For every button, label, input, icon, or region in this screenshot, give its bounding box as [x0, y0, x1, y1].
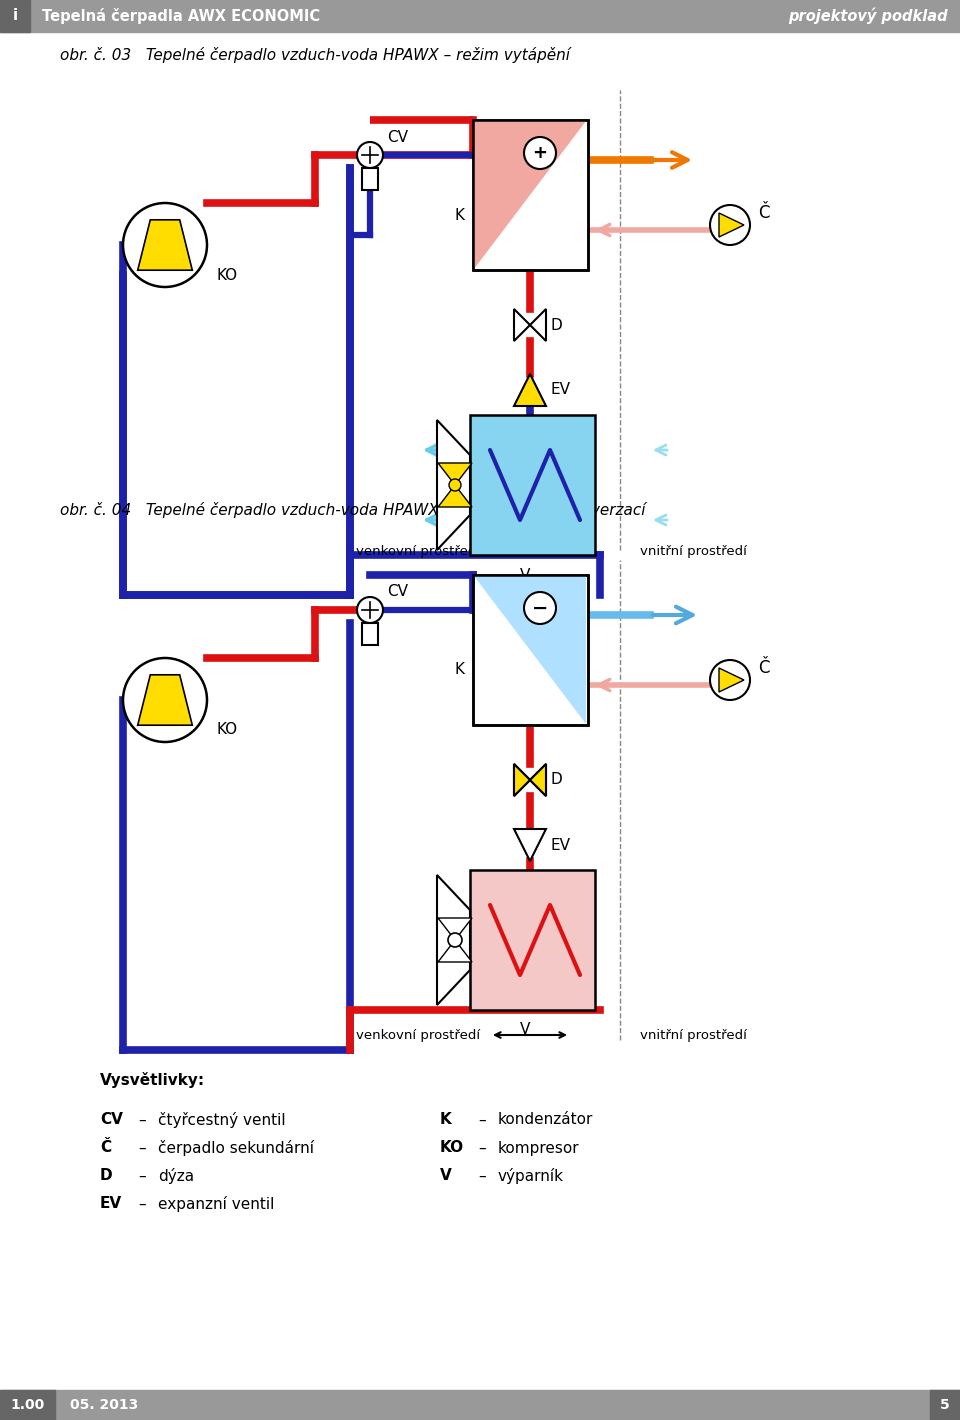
- Circle shape: [449, 479, 461, 491]
- Polygon shape: [474, 577, 586, 724]
- Text: CV: CV: [100, 1112, 123, 1127]
- Polygon shape: [530, 310, 546, 341]
- Bar: [0, 1390, 55, 1420]
- Text: –: –: [138, 1140, 146, 1156]
- Circle shape: [123, 203, 207, 287]
- Text: Vysvětlivky:: Vysvětlivky:: [100, 1072, 205, 1088]
- Bar: [362, 168, 378, 190]
- Text: venkovní prostředí: venkovní prostředí: [356, 1028, 480, 1041]
- Circle shape: [448, 933, 462, 947]
- Text: –: –: [478, 1169, 486, 1183]
- Text: KO: KO: [217, 723, 238, 737]
- Text: výparník: výparník: [498, 1169, 564, 1184]
- Text: CV: CV: [387, 585, 408, 599]
- Text: V: V: [440, 1169, 452, 1183]
- Text: 5: 5: [940, 1399, 949, 1411]
- Text: –: –: [478, 1112, 486, 1127]
- Bar: [930, 1390, 960, 1420]
- Text: i: i: [12, 9, 17, 24]
- Text: Č: Č: [758, 204, 770, 222]
- Text: kompresor: kompresor: [498, 1140, 580, 1156]
- Text: Č: Č: [758, 659, 770, 677]
- Bar: [473, 575, 588, 726]
- Circle shape: [524, 592, 556, 623]
- Text: +: +: [533, 143, 547, 162]
- Circle shape: [710, 204, 750, 246]
- Bar: [470, 415, 595, 555]
- Text: −: −: [532, 598, 548, 618]
- Polygon shape: [514, 310, 530, 341]
- Polygon shape: [137, 674, 192, 726]
- Text: obr. č. 04   Tepelné čerpadlo vzduch-voda HPAWX – režim odtávání reverzací: obr. č. 04 Tepelné čerpadlo vzduch-voda …: [60, 503, 645, 518]
- Text: K: K: [455, 207, 465, 223]
- Text: Tepelná čerpadla AWX ECONOMIC: Tepelná čerpadla AWX ECONOMIC: [42, 9, 320, 24]
- Text: expanzní ventil: expanzní ventil: [158, 1196, 275, 1213]
- Polygon shape: [514, 764, 530, 797]
- Polygon shape: [437, 420, 470, 550]
- Text: EV: EV: [100, 1197, 122, 1211]
- Text: vnitřní prostředí: vnitřní prostředí: [640, 1028, 747, 1041]
- Text: D: D: [550, 772, 562, 788]
- Text: čtyřcestný ventil: čtyřcestný ventil: [158, 1112, 286, 1127]
- Text: V: V: [519, 568, 530, 582]
- Text: 05. 2013: 05. 2013: [70, 1399, 138, 1411]
- Bar: [473, 121, 588, 270]
- Text: CV: CV: [387, 129, 408, 145]
- Circle shape: [524, 136, 556, 169]
- Text: vnitřní prostředí: vnitřní prostředí: [640, 545, 747, 558]
- Polygon shape: [514, 829, 546, 861]
- Text: kondenzátor: kondenzátor: [498, 1112, 593, 1127]
- Text: Č: Č: [100, 1140, 111, 1156]
- Bar: [0, 1390, 960, 1420]
- Text: EV: EV: [550, 382, 570, 398]
- Circle shape: [710, 660, 750, 700]
- Bar: [473, 575, 588, 726]
- Text: –: –: [138, 1112, 146, 1127]
- Polygon shape: [530, 764, 546, 797]
- Circle shape: [357, 596, 383, 623]
- Polygon shape: [530, 764, 546, 797]
- Polygon shape: [514, 373, 546, 406]
- Polygon shape: [474, 121, 586, 268]
- Text: čerpadlo sekundární: čerpadlo sekundární: [158, 1140, 314, 1156]
- Text: KO: KO: [217, 267, 238, 283]
- Polygon shape: [514, 764, 530, 797]
- Bar: [0, 0, 30, 33]
- Polygon shape: [438, 940, 472, 961]
- Text: D: D: [550, 318, 562, 332]
- Text: –: –: [138, 1169, 146, 1183]
- Text: D: D: [100, 1169, 112, 1183]
- Circle shape: [357, 142, 383, 168]
- Bar: [0, 0, 960, 33]
- Polygon shape: [438, 486, 472, 507]
- Text: K: K: [440, 1112, 452, 1127]
- Text: K: K: [455, 663, 465, 677]
- Text: 1.00: 1.00: [11, 1399, 45, 1411]
- Bar: [473, 121, 588, 270]
- Text: KO: KO: [440, 1140, 464, 1156]
- Bar: [362, 623, 378, 645]
- Text: –: –: [138, 1197, 146, 1211]
- Polygon shape: [438, 917, 472, 940]
- Circle shape: [123, 657, 207, 743]
- Text: venkovní prostředí: venkovní prostředí: [356, 545, 480, 558]
- Polygon shape: [137, 220, 192, 270]
- Bar: [470, 870, 595, 1010]
- Text: dýza: dýza: [158, 1169, 194, 1184]
- Polygon shape: [719, 213, 744, 237]
- Polygon shape: [437, 875, 470, 1005]
- Text: –: –: [478, 1140, 486, 1156]
- Text: projektový podklad: projektový podklad: [788, 7, 948, 24]
- Text: V: V: [519, 1022, 530, 1038]
- Polygon shape: [719, 667, 744, 692]
- Polygon shape: [438, 463, 472, 486]
- Text: EV: EV: [550, 838, 570, 852]
- Text: obr. č. 03   Tepelné čerpadlo vzduch-voda HPAWX – režim vytápění: obr. č. 03 Tepelné čerpadlo vzduch-voda …: [60, 47, 570, 62]
